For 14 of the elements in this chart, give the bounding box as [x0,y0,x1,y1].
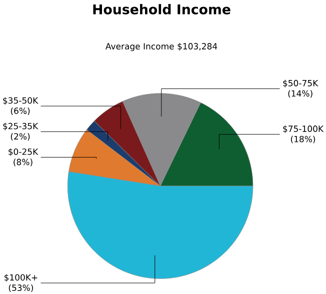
data-label: (53%) [8,284,33,292]
data-label: (8%) [14,158,32,166]
slice-label: $35-50K [3,96,38,105]
slice-label: $50-75K [283,80,318,88]
chart-subtitle: Average Income $103,284 [105,42,218,51]
data-label: (2%) [10,132,30,140]
data-label: (18%) [290,136,316,144]
data-label: (14%) [288,90,312,98]
slice-label: $25-35K [3,122,38,130]
slice-label: $75-100K [283,125,324,133]
slice-label: $100K+ [4,274,38,282]
slice-label: $0-25K [8,148,38,156]
data-label: (6%) [10,107,30,115]
chart-title: Household Income [93,4,230,14]
